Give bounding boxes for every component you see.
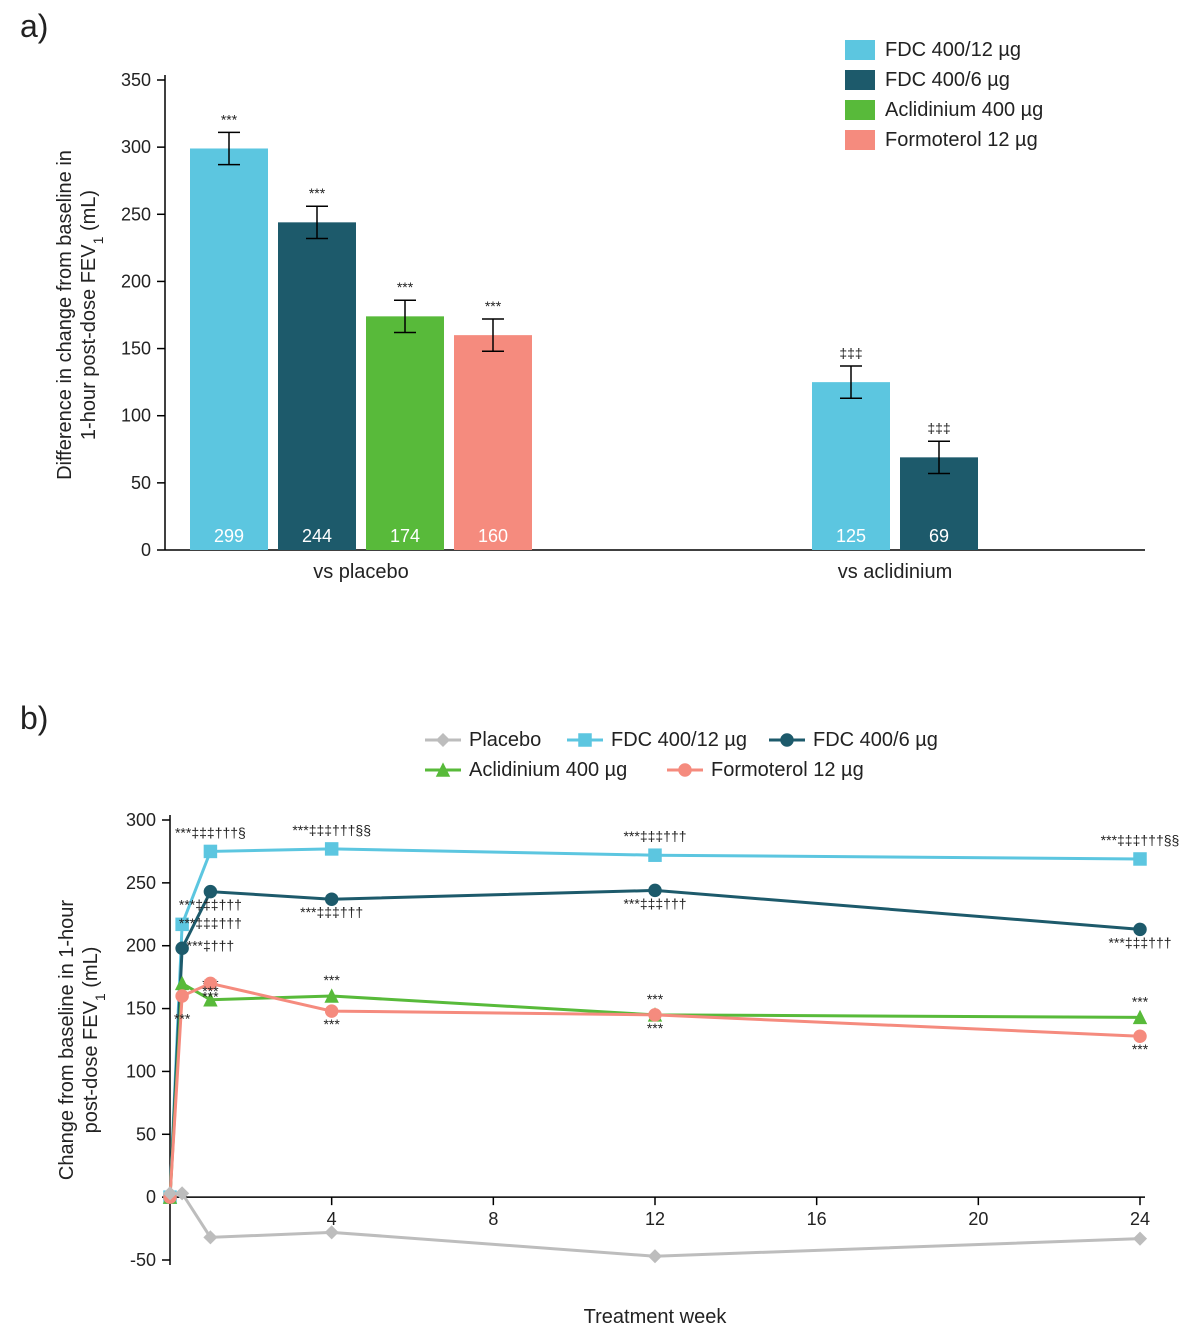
line-chart: -500501001502002503004812162024Change fr… — [55, 715, 1185, 1335]
svg-text:125: 125 — [836, 526, 866, 546]
svg-text:244: 244 — [302, 526, 332, 546]
svg-text:Aclidinium 400 µg: Aclidinium 400 µg — [469, 759, 627, 781]
svg-text:FDC 400/6 µg: FDC 400/6 µg — [885, 69, 1010, 91]
svg-text:***: *** — [1132, 1041, 1149, 1057]
svg-text:vs aclidinium: vs aclidinium — [838, 561, 952, 583]
svg-text:***: *** — [174, 1011, 191, 1027]
svg-text:FDC 400/6 µg: FDC 400/6 µg — [813, 729, 938, 751]
svg-text:300: 300 — [121, 137, 151, 157]
svg-text:***: *** — [647, 991, 664, 1007]
panel-a-label: a) — [20, 8, 48, 45]
svg-text:174: 174 — [390, 526, 420, 546]
svg-text:69: 69 — [929, 526, 949, 546]
svg-text:Formoterol 12 µg: Formoterol 12 µg — [885, 129, 1038, 151]
svg-text:***: *** — [647, 1020, 664, 1036]
svg-text:***‡‡‡†††§§: ***‡‡‡†††§§ — [1101, 832, 1180, 848]
svg-text:200: 200 — [121, 271, 151, 291]
svg-text:***‡‡‡†††§§: ***‡‡‡†††§§ — [292, 822, 371, 838]
svg-text:Treatment week: Treatment week — [584, 1306, 728, 1328]
svg-text:‡‡‡: ‡‡‡ — [927, 420, 950, 436]
svg-text:250: 250 — [121, 204, 151, 224]
svg-text:***: *** — [221, 111, 238, 127]
svg-text:post-dose FEV1 (mL): post-dose FEV1 (mL) — [80, 947, 108, 1134]
svg-text:***: *** — [485, 298, 502, 314]
svg-text:***‡‡‡†††: ***‡‡‡††† — [300, 904, 363, 920]
svg-text:150: 150 — [121, 339, 151, 359]
svg-text:350: 350 — [121, 70, 151, 90]
svg-text:12: 12 — [645, 1209, 665, 1229]
svg-text:200: 200 — [126, 936, 156, 956]
svg-text:‡‡‡: ‡‡‡ — [839, 345, 862, 361]
svg-text:***‡†††: ***‡††† — [187, 938, 235, 954]
svg-text:***‡‡‡†††: ***‡‡‡††† — [179, 915, 242, 931]
svg-text:vs placebo: vs placebo — [313, 561, 409, 583]
legend-swatch — [845, 100, 875, 120]
legend-swatch — [845, 130, 875, 150]
svg-text:Formoterol 12 µg: Formoterol 12 µg — [711, 759, 864, 781]
legend-swatch — [845, 40, 875, 60]
svg-text:24: 24 — [1130, 1209, 1150, 1229]
svg-text:299: 299 — [214, 526, 244, 546]
svg-text:***: *** — [323, 1016, 340, 1032]
svg-text:***‡‡‡†††: ***‡‡‡††† — [179, 897, 242, 913]
svg-text:-50: -50 — [130, 1250, 156, 1270]
svg-text:Placebo: Placebo — [469, 729, 541, 751]
svg-text:***: *** — [309, 185, 326, 201]
svg-text:50: 50 — [136, 1124, 156, 1144]
svg-text:160: 160 — [478, 526, 508, 546]
svg-text:250: 250 — [126, 873, 156, 893]
svg-text:***: *** — [202, 983, 219, 999]
svg-text:***‡‡‡†††: ***‡‡‡††† — [1108, 934, 1171, 950]
svg-text:20: 20 — [968, 1209, 988, 1229]
svg-text:100: 100 — [126, 1061, 156, 1081]
svg-text:Aclidinium 400 µg: Aclidinium 400 µg — [885, 99, 1043, 121]
legend-swatch — [845, 70, 875, 90]
svg-text:Change from baseline in 1-hour: Change from baseline in 1-hour — [56, 900, 78, 1181]
line-series — [170, 890, 1140, 1197]
svg-text:***: *** — [397, 279, 414, 295]
svg-text:***‡‡‡†††: ***‡‡‡††† — [623, 828, 686, 844]
bar — [366, 316, 444, 550]
bar — [278, 222, 356, 550]
svg-text:8: 8 — [488, 1209, 498, 1229]
svg-text:0: 0 — [146, 1187, 156, 1207]
bar — [454, 335, 532, 550]
svg-text:1-hour post-dose FEV1 (mL): 1-hour post-dose FEV1 (mL) — [78, 190, 106, 440]
svg-text:300: 300 — [126, 810, 156, 830]
bar — [190, 148, 268, 550]
svg-text:FDC 400/12 µg: FDC 400/12 µg — [611, 729, 747, 751]
svg-text:FDC 400/12 µg: FDC 400/12 µg — [885, 39, 1021, 61]
svg-text:100: 100 — [121, 406, 151, 426]
svg-text:Difference in change from base: Difference in change from baseline in — [55, 150, 76, 480]
bar-chart: 0 50 100 150 200 250 300 350 Difference in chang… — [55, 20, 1185, 630]
svg-text:150: 150 — [126, 999, 156, 1019]
svg-text:16: 16 — [807, 1209, 827, 1229]
svg-text:50: 50 — [131, 473, 151, 493]
panel-b-label: b) — [20, 700, 48, 737]
page: a) 050100150200250300350Difference in ch… — [0, 0, 1200, 1343]
svg-text:***: *** — [323, 972, 340, 988]
bar — [812, 382, 890, 550]
svg-text:0: 0 — [141, 540, 151, 560]
svg-text:***: *** — [1132, 993, 1149, 1009]
svg-text:***‡‡‡†††: ***‡‡‡††† — [623, 895, 686, 911]
svg-text:***‡‡‡†††§: ***‡‡‡†††§ — [175, 824, 246, 840]
